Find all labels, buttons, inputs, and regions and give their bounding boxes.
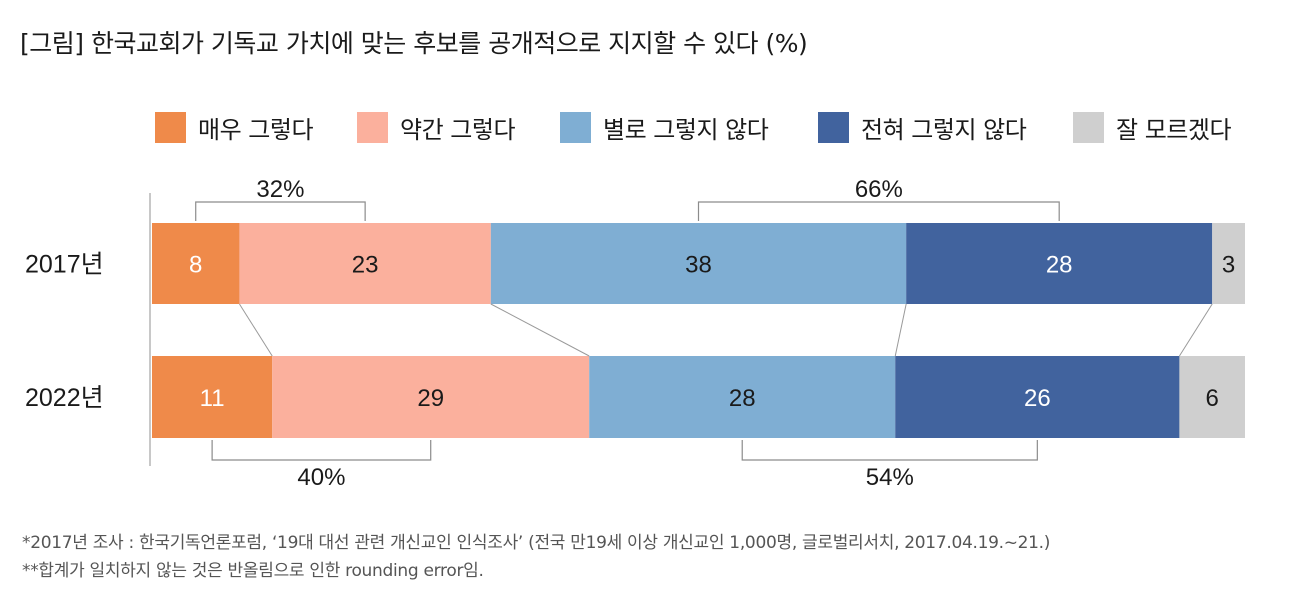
legend-label: 잘 모르겠다 (1116, 115, 1232, 144)
bar-segment (1179, 356, 1245, 438)
data-label: 28 (729, 385, 756, 412)
bracket-label: 32% (256, 176, 304, 203)
bracket-label: 66% (855, 176, 903, 203)
legend-label: 약간 그렇다 (400, 115, 516, 144)
legend-swatch (1073, 111, 1104, 143)
data-label: 23 (352, 252, 379, 279)
connector-line (239, 303, 273, 357)
legend-label: 전혀 그렇지 않다 (861, 115, 1027, 144)
bar-segment (152, 223, 240, 304)
data-label: 6 (1206, 385, 1219, 412)
bar-segment (589, 356, 896, 438)
bar-segment (239, 223, 491, 304)
bracket-line (697, 201, 1060, 221)
legend: 매우 그렇다 약간 그렇다 별로 그렇지 않다 전혀 그렇지 않다 잘 모르겠다 (0, 110, 1292, 144)
legend-item: 약간 그렇다 (357, 110, 516, 144)
footnote-rounding: **합계가 일치하지 않는 것은 반올림으로 인한 rounding error… (22, 561, 484, 581)
legend-item: 잘 모르겠다 (1073, 110, 1232, 144)
bar-segment (895, 356, 1180, 438)
category-label: 2017년 (25, 251, 104, 279)
legend-swatch (155, 111, 186, 143)
data-label: 3 (1222, 252, 1235, 279)
bar-segment (906, 223, 1213, 304)
data-label: 11 (200, 385, 225, 412)
data-label: 29 (417, 385, 444, 412)
bar-segment (490, 223, 907, 304)
bracket-line (741, 440, 1038, 461)
data-label: 38 (685, 252, 712, 279)
footnote-source: *2017년 조사 : 한국기독언론포럼, ‘19대 대선 관련 개신교인 인식… (22, 533, 1051, 553)
category-label: 2022년 (25, 384, 104, 412)
bracket-label: 40% (297, 464, 345, 491)
legend-item: 매우 그렇다 (155, 110, 314, 144)
data-label: 26 (1024, 385, 1051, 412)
legend-label: 별로 그렇지 않다 (603, 115, 769, 144)
legend-item: 별로 그렇지 않다 (560, 110, 769, 144)
legend-swatch (818, 111, 849, 143)
chart-title: [그림] 한국교회가 기독교 가치에 맞는 후보를 공개적으로 지지할 수 있다… (20, 29, 808, 58)
data-label: 28 (1046, 252, 1073, 279)
connector-line (490, 303, 590, 357)
bracket-line (195, 201, 366, 221)
bar-segment (272, 356, 590, 438)
connector-line (894, 303, 907, 357)
bar-segment (152, 356, 273, 438)
connector-line (1178, 303, 1213, 357)
legend-label: 매우 그렇다 (198, 115, 314, 144)
bar-segment (1212, 223, 1245, 304)
bracket-label: 54% (866, 464, 914, 491)
data-label: 8 (189, 252, 202, 279)
bracket-line (211, 440, 432, 461)
legend-swatch (560, 111, 591, 143)
legend-swatch (357, 111, 388, 143)
legend-item: 전혀 그렇지 않다 (818, 110, 1027, 144)
